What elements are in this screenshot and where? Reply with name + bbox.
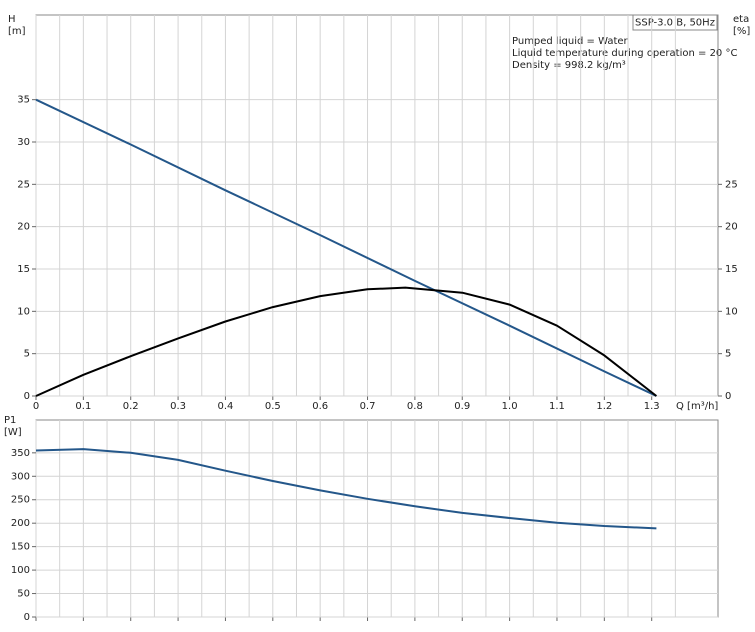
x-tick-label: 1.2 bbox=[596, 401, 612, 412]
y-tick-label: 150 bbox=[11, 542, 30, 553]
x-label: Q [m³/h] bbox=[676, 401, 718, 412]
y2-label: eta bbox=[733, 14, 749, 25]
x-tick-label: 1.0 bbox=[502, 401, 518, 412]
x-tick-label: 0.5 bbox=[265, 401, 281, 412]
y-tick-label: 50 bbox=[17, 589, 30, 600]
y-tick-label: 20 bbox=[17, 222, 30, 233]
x-tick-label: 0.4 bbox=[217, 401, 233, 412]
y2-tick-label: 15 bbox=[725, 264, 738, 275]
x-tick-label: 0 bbox=[33, 401, 39, 412]
x-tick-label: 0.8 bbox=[407, 401, 423, 412]
plot-frame bbox=[35, 14, 719, 397]
y-tick-label: 250 bbox=[11, 495, 30, 506]
y-label: H bbox=[8, 14, 16, 25]
series-line bbox=[35, 98, 657, 397]
y-tick-label: 300 bbox=[11, 471, 30, 482]
y-tick-label: 350 bbox=[11, 448, 30, 459]
x-tick-label: 1.1 bbox=[549, 401, 565, 412]
series-line bbox=[35, 286, 658, 397]
x-tick-label: 0.2 bbox=[123, 401, 139, 412]
x-tick-label: 0.1 bbox=[75, 401, 91, 412]
y-label: P1 bbox=[4, 415, 16, 426]
x-tick-label: 0.3 bbox=[170, 401, 186, 412]
annotation: Liquid temperature during operation = 20… bbox=[512, 48, 737, 59]
x-tick-label: 0.9 bbox=[454, 401, 470, 412]
y-tick-label: 30 bbox=[17, 137, 30, 148]
y-tick-label: 35 bbox=[17, 95, 30, 106]
y2-tick-label: 5 bbox=[725, 349, 731, 360]
y2-tick-label: 10 bbox=[725, 306, 738, 317]
plot-frame bbox=[35, 419, 719, 618]
y2-tick-label: 20 bbox=[725, 222, 738, 233]
y-tick-label: 25 bbox=[17, 179, 30, 190]
x-tick-label: 0.7 bbox=[360, 401, 376, 412]
y-tick-label: 5 bbox=[24, 349, 30, 360]
annotation: Pumped liquid = Water bbox=[512, 36, 629, 47]
y-tick-label: 0 bbox=[24, 391, 30, 402]
y2-unit: [%] bbox=[733, 26, 750, 37]
annotation: Density = 998.2 kg/m³ bbox=[512, 60, 626, 71]
x-tick-label: 0.6 bbox=[312, 401, 328, 412]
y-unit: [m] bbox=[8, 26, 26, 37]
y-tick-label: 100 bbox=[11, 565, 30, 576]
y-tick-label: 200 bbox=[11, 518, 30, 529]
y-tick-label: 15 bbox=[17, 264, 30, 275]
y-tick-label: 10 bbox=[17, 306, 30, 317]
y-tick-label: 0 bbox=[24, 612, 30, 623]
series-line bbox=[35, 448, 657, 530]
y-unit: [W] bbox=[4, 427, 22, 438]
y2-tick-label: 0 bbox=[725, 391, 731, 402]
x-tick-label: 1.3 bbox=[644, 401, 660, 412]
y2-tick-label: 25 bbox=[725, 179, 738, 190]
